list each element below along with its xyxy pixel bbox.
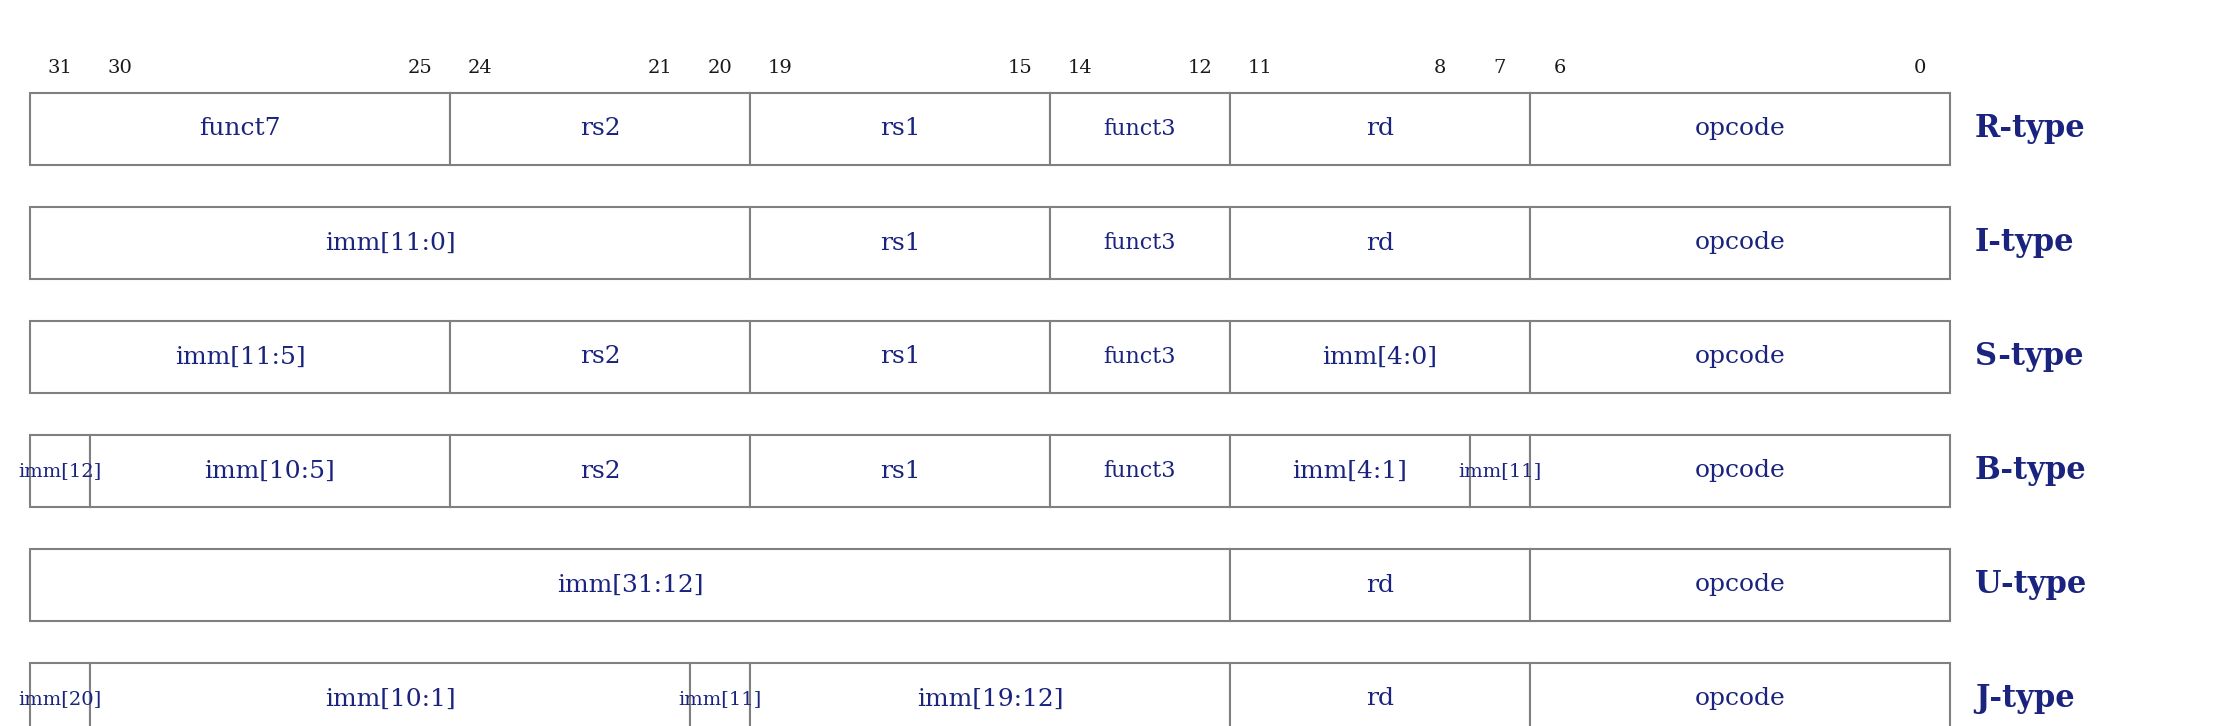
Text: I-type: I-type [1974, 227, 2074, 258]
Bar [31, 321, 451, 393]
Text: S-type: S-type [1974, 341, 2083, 372]
Bar [1530, 435, 1950, 507]
Bar [1051, 321, 1230, 393]
Bar [751, 435, 1051, 507]
Text: imm[20]: imm[20] [18, 690, 102, 708]
Bar [1530, 93, 1950, 165]
Text: opcode: opcode [1695, 118, 1786, 141]
Text: J-type: J-type [1974, 683, 2074, 714]
Text: 0: 0 [1915, 59, 1926, 77]
Text: rd: rd [1366, 688, 1395, 711]
Bar [451, 321, 751, 393]
Bar [31, 663, 91, 726]
Text: 8: 8 [1435, 59, 1446, 77]
Text: funct3: funct3 [1104, 232, 1177, 254]
Text: rs2: rs2 [580, 460, 620, 483]
Text: funct7: funct7 [200, 118, 280, 141]
Bar [1051, 207, 1230, 279]
Bar [1530, 663, 1950, 726]
Bar [751, 93, 1051, 165]
Bar [1230, 321, 1530, 393]
Text: rs1: rs1 [880, 346, 919, 369]
Text: 11: 11 [1248, 59, 1273, 77]
Text: 31: 31 [47, 59, 73, 77]
Bar [751, 321, 1051, 393]
Bar [91, 663, 691, 726]
Bar [31, 93, 451, 165]
Text: funct3: funct3 [1104, 118, 1177, 140]
Bar [1470, 435, 1530, 507]
Bar [1230, 207, 1530, 279]
Text: opcode: opcode [1695, 460, 1786, 483]
Bar [1530, 321, 1950, 393]
Bar [31, 549, 1230, 621]
Text: rs2: rs2 [580, 118, 620, 141]
Text: 14: 14 [1068, 59, 1093, 77]
Text: rd: rd [1366, 118, 1395, 141]
Text: R-type: R-type [1974, 113, 2086, 144]
Text: imm[10:1]: imm[10:1] [324, 688, 455, 711]
Text: imm[31:12]: imm[31:12] [557, 574, 704, 597]
Text: 25: 25 [409, 59, 433, 77]
Text: rs2: rs2 [580, 346, 620, 369]
Text: imm[11]: imm[11] [677, 690, 762, 708]
Bar [751, 207, 1051, 279]
Text: 12: 12 [1188, 59, 1213, 77]
Text: rd: rd [1366, 232, 1395, 255]
Bar [1230, 435, 1470, 507]
Text: imm[19:12]: imm[19:12] [917, 688, 1064, 711]
Text: funct3: funct3 [1104, 346, 1177, 368]
Bar [31, 207, 751, 279]
Text: funct3: funct3 [1104, 460, 1177, 482]
Text: imm[11:5]: imm[11:5] [175, 346, 304, 369]
Text: rs1: rs1 [880, 118, 919, 141]
Text: 24: 24 [469, 59, 493, 77]
Text: imm[10:5]: imm[10:5] [204, 460, 335, 483]
Text: U-type: U-type [1974, 569, 2086, 600]
Bar [691, 663, 751, 726]
Text: opcode: opcode [1695, 688, 1786, 711]
Text: imm[11]: imm[11] [1459, 462, 1541, 480]
Text: rs1: rs1 [880, 232, 919, 255]
Bar [751, 663, 1230, 726]
Text: rd: rd [1366, 574, 1395, 597]
Bar [1530, 549, 1950, 621]
Text: 19: 19 [768, 59, 793, 77]
Bar [1230, 663, 1530, 726]
Bar [91, 435, 451, 507]
Text: imm[12]: imm[12] [18, 462, 102, 480]
Text: 20: 20 [708, 59, 733, 77]
Text: 15: 15 [1008, 59, 1033, 77]
Text: opcode: opcode [1695, 574, 1786, 597]
Bar [451, 93, 751, 165]
Text: 6: 6 [1555, 59, 1566, 77]
Bar [1530, 207, 1950, 279]
Bar [31, 435, 91, 507]
Text: 7: 7 [1495, 59, 1506, 77]
Text: 30: 30 [107, 59, 133, 77]
Text: B-type: B-type [1974, 455, 2088, 486]
Bar [1051, 435, 1230, 507]
Text: imm[11:0]: imm[11:0] [324, 232, 455, 255]
Text: imm[4:1]: imm[4:1] [1293, 460, 1408, 483]
Text: imm[4:0]: imm[4:0] [1321, 346, 1437, 369]
Text: opcode: opcode [1695, 232, 1786, 255]
Bar [1051, 93, 1230, 165]
Bar [451, 435, 751, 507]
Bar [1230, 549, 1530, 621]
Text: 21: 21 [649, 59, 673, 77]
Bar [1230, 93, 1530, 165]
Text: rs1: rs1 [880, 460, 919, 483]
Text: opcode: opcode [1695, 346, 1786, 369]
